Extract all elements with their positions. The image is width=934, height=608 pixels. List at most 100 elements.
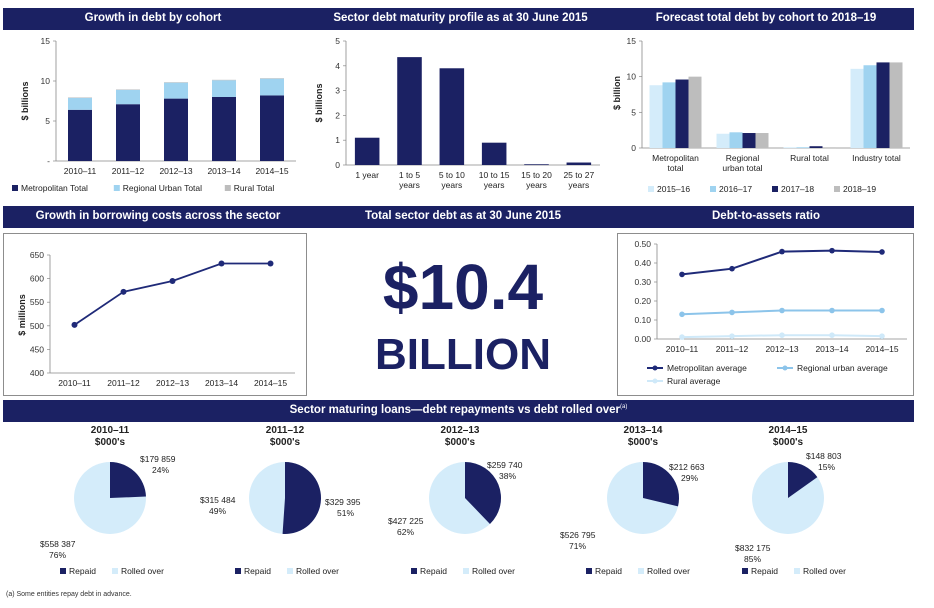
pie-rolled-value: $558 387 [40,539,76,549]
borrowing-ytick-label: 650 [30,250,44,260]
forecast-legend-label: 2016–17 [719,184,752,194]
ratio-ytick-label: 0.00 [634,334,651,344]
cohort-xtick-label: 2010–11 [64,166,97,176]
pie-legend-label-repaid: Repaid [420,566,447,576]
pie-legend-swatch-repaid [411,568,417,574]
ratio-point-1 [829,307,835,314]
pie-legend-swatch-repaid [742,568,748,574]
header-maturity-profile: Sector debt maturity profile as at 30 Ju… [333,12,588,24]
cohort-legend-label: Regional Urban Total [123,183,202,193]
cohort-bar-1 [212,80,236,97]
pie-slice-repaid [465,462,501,524]
pie-legend-label-repaid: Repaid [69,566,96,576]
maturity-ytick-label: 3 [335,86,340,96]
cohort-ytick-label: 5 [45,116,50,126]
cohort-bar-1 [260,78,284,96]
debt-to-assets-frame [617,233,914,396]
maturity-bar [354,137,380,165]
ratio-point-0 [729,265,735,272]
pie-legend-label-repaid: Repaid [244,566,271,576]
cohort-bar-2 [116,89,140,90]
pie-legend-swatch-rolled [463,568,469,574]
forecast-xtick-label: Regional [726,153,760,163]
ratio-legend-marker [652,365,658,371]
maturity-xtick-label: years [399,180,420,190]
ratio-point-1 [879,307,885,314]
forecast-legend-swatch [648,186,654,192]
pie-slice-repaid [643,462,679,507]
cohort-bar-0 [260,95,284,161]
ratio-ytick-label: 0.20 [634,296,651,306]
maturity-bar [524,164,549,166]
borrowing-xtick-label: 2011–12 [107,378,140,388]
cohort-legend-swatch [113,185,120,191]
maturity-ytick-label: 1 [335,135,340,145]
pie-rolled-value: $526 795 [560,530,596,540]
forecast-bar-2 [809,146,823,148]
cohort-bar-2 [260,78,284,79]
pie-rolled-pct: 85% [744,554,761,564]
forecast-bar-1 [729,132,743,148]
ratio-xtick-label: 2011–12 [716,344,749,354]
ratio-legend-label: Regional urban average [797,363,888,373]
borrowing-ytick-label: 450 [30,344,44,354]
forecast-ytick-label: 0 [631,143,636,153]
header-growth-by-cohort: Growth in debt by cohort [84,12,222,24]
maturity-xtick-label: years [441,180,462,190]
forecast-bar-3 [755,133,769,148]
pie-year-label: 2014–15 [769,425,808,436]
maturity-bar [397,57,422,165]
maturity-xtick-label: years [484,180,505,190]
pie-slice-repaid [110,462,146,498]
ratio-ytick-label: 0.10 [634,315,651,325]
ratio-ytick-label: 0.30 [634,277,651,287]
forecast-legend-swatch [834,186,840,192]
borrowing-point [218,260,225,267]
ratio-ytick-label: 0.40 [634,258,651,268]
pie-legend-label-repaid: Repaid [595,566,622,576]
forecast-bar-0 [850,68,864,148]
pie-repaid-value: $148 803 [806,451,842,461]
pie-repaid-value: $329 395 [325,497,361,507]
forecast-bar-3 [688,76,702,148]
header-maturing-loans: Sector maturing loans—debt repayments vs… [3,404,914,416]
forecast-bar-2 [742,133,756,148]
total-debt-value: $10.4 [382,251,544,323]
maturity-xtick-label: years [526,180,547,190]
header-bar-top: Growth in debt by cohort Sector debt mat… [3,8,914,30]
maturity-xtick-label: 15 to 20 [521,170,552,180]
borrowing-xtick-label: 2012–13 [156,378,189,388]
cohort-bar-0 [68,109,92,161]
maturity-ytick-label: 0 [335,160,340,170]
cohort-legend-label: Rural Total [234,183,275,193]
ratio-xtick-label: 2010–11 [666,344,699,354]
pie-repaid-pct: 15% [818,462,835,472]
pie-unit-label: $000's [270,437,301,448]
cohort-bar-1 [116,89,140,105]
pie-unit-label: $000's [445,437,476,448]
cohort-xtick-label: 2014–15 [255,166,288,176]
pie-year-label: 2010–11 [91,425,130,436]
pie-legend-swatch-repaid [235,568,241,574]
borrowing-xtick-label: 2013–14 [205,378,238,388]
ratio-point-0 [779,248,785,255]
pie-repaid-value: $259 740 [487,460,523,470]
pie-repaid-pct: 51% [337,508,354,518]
cohort-xtick-label: 2012–13 [159,166,192,176]
forecast-legend-label: 2017–18 [781,184,814,194]
cohort-bar-0 [212,97,236,161]
forecast-xtick-label: total [667,163,683,173]
forecast-ytick-label: 5 [631,107,636,117]
maturity-ytick-label: 5 [335,36,340,46]
cohort-bar-0 [164,98,188,161]
cohort-xtick-label: 2013–14 [207,166,240,176]
pie-legend-label-rolled: Rolled over [647,566,690,576]
header-forecast-debt: Forecast total debt by cohort to 2018–19 [655,12,877,24]
cohort-bar-1 [68,97,92,110]
ratio-point-2 [729,333,735,339]
cohort-ytick-label: - [47,156,50,166]
footnote: (a) Some entities repay debt in advance. [6,591,132,598]
borrowing-costs-chart: 400 450 500 550 600 650 $ millions 2010–11 2011–… [17,250,295,388]
